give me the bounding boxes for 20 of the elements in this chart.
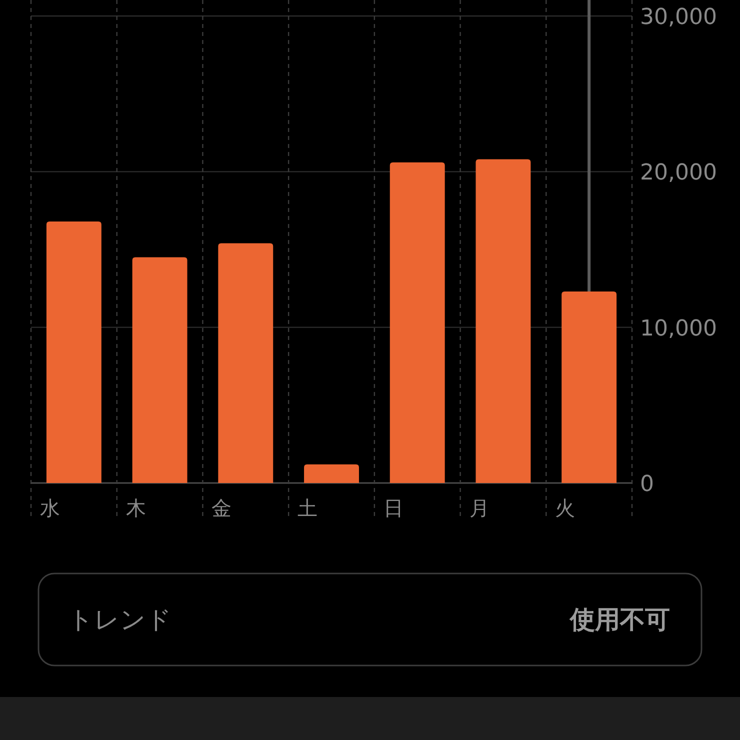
y-tick-label: 0 (640, 472, 654, 497)
bar (390, 162, 445, 483)
bar (218, 243, 274, 483)
x-tick-label: 水 (40, 496, 60, 520)
bar (132, 257, 188, 483)
x-tick-label: 日 (383, 496, 404, 520)
y-tick-label: 20,000 (640, 160, 717, 186)
x-tick-label: 木 (126, 496, 146, 520)
x-tick-label: 金 (212, 496, 232, 520)
x-tick-label: 月 (469, 496, 490, 520)
bar (476, 159, 531, 483)
bar (46, 221, 102, 483)
y-tick-label: 30,000 (640, 5, 717, 30)
y-tick-label: 10,000 (640, 316, 717, 342)
text: 使用不可 (569, 605, 670, 634)
bar (304, 464, 359, 483)
x-tick-label: 火 (555, 496, 576, 520)
text: トレンド (68, 605, 172, 634)
bar (562, 292, 617, 483)
x-tick-label: 土 (298, 496, 318, 520)
